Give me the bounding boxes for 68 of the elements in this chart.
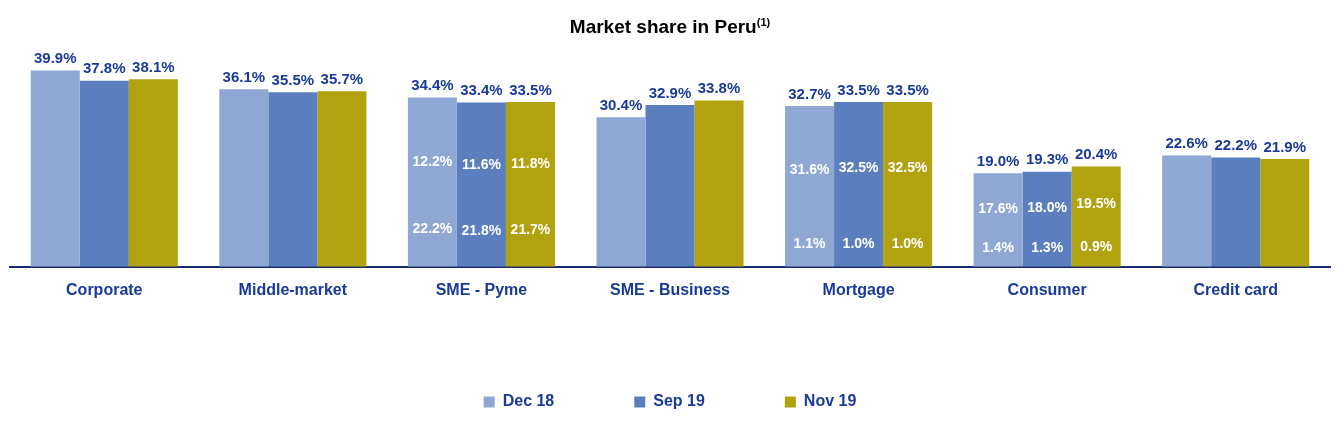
bar — [407, 97, 457, 267]
data-label: 34.4% — [411, 76, 454, 94]
data-label: 36.1% — [222, 67, 266, 85]
annotation: 12.2% — [412, 152, 453, 169]
legend-label: Sep 19 — [653, 392, 705, 410]
bar — [79, 80, 129, 267]
annotation: 18.0% — [1027, 198, 1068, 215]
data-label: 37.8% — [83, 59, 126, 77]
data-label: 33.5% — [837, 80, 880, 98]
data-label: 22.2% — [1214, 136, 1257, 154]
annotation: 1.4% — [982, 238, 1015, 255]
x-tick-label: Middle-market — [238, 280, 348, 298]
x-tick-label: Corporate — [66, 280, 143, 298]
data-label: 20.4% — [1074, 145, 1118, 163]
data-label: 35.7% — [320, 69, 364, 87]
annotation: 21.7% — [510, 221, 551, 238]
data-label: 32.7% — [788, 84, 831, 102]
bar — [694, 100, 744, 267]
annotation: 32.5% — [887, 158, 928, 175]
bar — [317, 91, 367, 267]
bar — [30, 70, 80, 267]
x-tick-label: Consumer — [1007, 280, 1087, 298]
data-label: 33.4% — [460, 81, 503, 99]
data-label: 19.0% — [976, 151, 1020, 169]
annotation: 17.6% — [978, 199, 1019, 216]
bar — [505, 101, 555, 267]
annotation: 22.2% — [412, 220, 453, 237]
data-label: 33.8% — [697, 79, 741, 97]
x-tick-label: Mortgage — [822, 280, 895, 298]
bar — [596, 117, 646, 267]
data-label: 19.3% — [1025, 150, 1069, 168]
bar — [834, 101, 884, 267]
data-label: 33.5% — [886, 80, 929, 98]
bar — [128, 79, 178, 267]
bar — [645, 104, 695, 267]
legend-label: Nov 19 — [803, 392, 857, 410]
bar — [785, 105, 835, 267]
annotation: 1.0% — [891, 234, 925, 251]
data-label: 30.4% — [599, 95, 643, 113]
annotation: 11.6% — [461, 155, 502, 172]
bar — [1211, 157, 1261, 267]
bar — [1260, 159, 1310, 267]
data-label: 32.9% — [648, 83, 692, 101]
bar — [1162, 155, 1212, 267]
bar — [883, 101, 933, 267]
annotation: 21.8% — [461, 221, 502, 238]
annotation: 1.0% — [842, 234, 876, 251]
bar — [456, 102, 506, 267]
data-label: 39.9% — [33, 49, 77, 67]
data-label: 22.6% — [1165, 134, 1208, 152]
data-label: 21.9% — [1263, 137, 1307, 155]
data-label: 38.1% — [132, 57, 175, 75]
data-label: 35.5% — [271, 70, 315, 88]
data-label: 33.5% — [509, 80, 552, 98]
x-tick-label: Credit card — [1193, 280, 1278, 298]
annotation: 32.5% — [838, 158, 879, 175]
bar — [219, 89, 269, 267]
annotation: 1.3% — [1031, 238, 1064, 255]
annotation: 31.6% — [789, 161, 830, 178]
x-tick-label: SME - Pyme — [435, 280, 528, 298]
annotation: 1.1% — [793, 235, 827, 252]
legend-label: Dec 18 — [502, 392, 555, 410]
annotation: 19.5% — [1076, 195, 1117, 212]
annotation: 11.8% — [510, 155, 551, 172]
bar — [268, 92, 318, 267]
x-tick-label: SME - Business — [609, 280, 731, 298]
chart-title: Market share in Peru$^{(1)}$ — [568, 15, 772, 40]
annotation: 0.9% — [1080, 237, 1113, 254]
